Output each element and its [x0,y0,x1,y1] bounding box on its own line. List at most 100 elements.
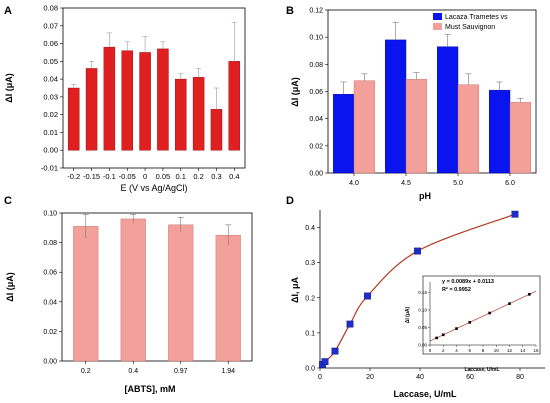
panel-c-ytick-label: 0.04 [43,299,57,306]
panel-a-ytick-label: 0.02 [43,110,58,119]
panel-d-ytick-label: 0.0 [305,366,315,373]
panel-d-xtick-label: 20 [366,374,374,381]
panel-d-data-point [511,210,519,218]
panel-a-bar [67,87,80,151]
panel-a-bar [175,78,187,151]
panel-a-chart: -0.01 0.00 0.01 0.02 0.03 0.04 0.05 0.06 0.07 0.0… [4,4,246,193]
panel-a-ytick-label: 0.01 [43,128,58,137]
panel-c-bar [120,218,146,362]
panel-a-xtick-label: 0.1 [176,172,186,181]
inset-equation: y = 0.0089x + 0.0113 [442,279,494,285]
panel-b-xtick-label: 6.0 [505,180,515,187]
inset-xtick-label: 10 [494,348,500,353]
panel-a-bar [192,77,205,151]
panel-b-ytick-label: 0.12 [309,8,323,15]
panel-d-inset: 0.00 0.05 0.10 0.15 0 2 4 6 8 10 12 14 16 y = 0.008… [405,275,541,373]
panel-a-xtick-label: -0.1 [103,172,116,181]
inset-ytick-label: 0.00 [418,343,427,348]
panel-b-x-axis-label: pH [419,191,431,201]
inset-xtick-label: 8 [482,348,485,353]
panel-d-ytick-label: 0.2 [305,295,315,302]
inset-data-point [441,333,445,337]
panel-c-bar [73,226,99,362]
panel-d-ytick-label: 0.1 [305,330,315,337]
inset-xtick-label: 14 [520,348,526,353]
panel-b-bar [457,84,479,174]
panel-b-bar [509,102,531,174]
inset-fit-line [429,290,537,342]
panel-c-bar [168,224,194,362]
panel-d-data-point [331,347,339,355]
panel-b-xtick-label: 4.0 [349,180,359,187]
panel-a-ytick-label: 0.06 [43,39,58,48]
panel-b-bar [405,79,427,174]
panel-b-bar [489,89,511,174]
panel-b-legend: Lacaza Trametes vs Must Sauvignon [433,13,508,31]
panel-a-ytick-label: -0.01 [41,164,58,173]
legend-swatch-lacaza [433,13,442,20]
panel-c-ytick-label: 0.02 [43,329,57,336]
inset-xtick-label: 2 [442,348,445,353]
inset-data-point [488,311,491,315]
panel-b-chart: 0.00 0.02 0.04 0.06 0.08 0.10 0.12 4.0 4.5 5.0 6.… [290,8,537,201]
panel-a-xtick-label: 0 [143,172,147,181]
panel-a-ytick-label: 0.03 [43,92,58,101]
panel-d-data-point [414,247,421,255]
inset-ytick-label: 0.15 [418,290,427,295]
panel-a-bar [121,50,133,151]
panel-c-ytick-label: 0.00 [43,359,57,366]
panel-a-ytick-label: 0.08 [43,4,58,13]
panel-d-data-point [364,292,371,300]
panel-b-ytick-label: 0.08 [309,62,323,69]
inset-data-point [508,302,511,305]
panel-a-xtick-label: 0.05 [156,172,171,181]
panel-a-y-axis-label: ΔI (μA) [4,73,14,102]
panel-b-ytick-label: 0.04 [309,116,323,123]
panel-a-xtick-label: 0.3 [211,172,221,181]
inset-data-point [435,336,438,340]
inset-xtick-label: 0 [429,348,432,353]
panel-d-xtick-label: 80 [516,374,524,381]
panel-d-ytick-label: 0.3 [305,260,315,267]
inset-data-point [455,327,458,330]
panel-a-ytick-label: 0.04 [43,75,58,84]
inset-data-point [468,321,472,324]
panel-d-xtick-label: 0 [318,374,322,381]
panel-letter-b: B [286,5,294,17]
panel-b-ytick-label: 0.06 [309,89,323,96]
inset-frame [422,275,541,355]
panel-letter-d: D [286,195,294,207]
panel-a-bar [85,68,98,151]
panel-a-ytick-label: 0.07 [43,21,58,30]
panel-a-bar [139,52,151,151]
panel-a-xtick-label: 0.4 [229,172,239,181]
panel-d-x-axis-label: Laccase, U/mL [393,389,457,399]
inset-r-squared: R² = 0.9952 [442,286,471,293]
inset-x-axis-label: Laccase, U/mL [464,367,499,373]
inset-xtick-label: 4 [455,348,458,353]
panel-b-xtick-label: 5.0 [453,180,463,187]
panel-c-x-axis-label: [ABTS], mM [125,384,176,394]
legend-label-must: Must Sauvignon [445,24,495,31]
panel-b-ytick-label: 0.02 [309,143,323,150]
panel-c-ytick-label: 0.06 [43,270,57,277]
panel-a-xtick-label: 0.2 [193,172,203,181]
inset-xtick-label: 6 [468,348,471,353]
panel-b-xtick-label: 4.5 [401,180,411,187]
panel-b-ytick-label: 0.10 [309,35,323,42]
panel-d-xtick-label: 60 [466,374,474,381]
panel-b-bar [333,94,355,174]
panel-a-bar [157,48,169,151]
panel-a-ytick-label: 0.05 [43,57,58,66]
panel-a-ytick-label: 0.00 [43,146,58,155]
panel-c-bar [215,234,241,362]
panel-a-bar [210,109,223,151]
panel-c-xtick-label: 1.94 [221,368,235,375]
panel-c-ytick-label: 0.08 [43,240,57,247]
inset-ytick-label: 0.10 [418,308,427,313]
panel-b-bar [437,46,459,174]
panel-d-y-axis-label: ΔI, μA [290,277,300,303]
panel-a-xtick-label: -0.2 [67,172,80,181]
panel-b-ytick-label: 0.00 [309,171,323,178]
